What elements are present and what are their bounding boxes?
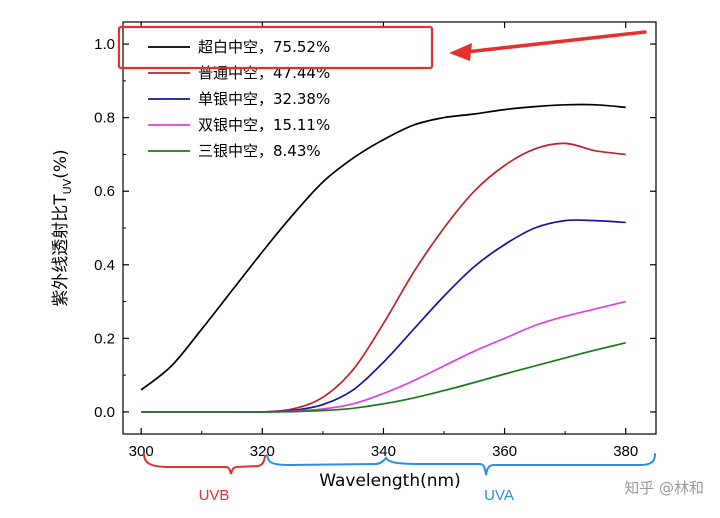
x-tick-label: 360 [492,443,517,460]
y-tick-label: 0.6 [94,183,115,200]
uva-label: UVA [484,487,514,504]
series-line-4 [141,300,626,413]
series-line-2 [141,142,626,413]
series-line-3 [141,219,626,413]
series-lines [140,103,626,413]
series-line-5 [141,341,626,413]
y-tick-label: 0.0 [94,404,115,421]
highlight-arrowhead [449,43,472,61]
y-tick-label: 0.8 [94,110,115,127]
highlight-box [117,25,434,70]
uvb-label: UVB [199,487,230,504]
y-axis-title-sub: UV [61,178,74,194]
legend-label: 双银中空，15.11% [198,116,330,134]
y-tick-label: 0.4 [94,257,115,274]
uvb-brace [143,453,266,475]
x-tick-label: 340 [371,443,396,460]
y-tick-label: 0.2 [94,330,115,347]
y-axis: 0.0 0.2 0.4 0.6 0.8 1.0 [94,36,656,421]
y-axis-title-unit: (%) [51,149,71,178]
legend-label: 普通中空，47.44% [198,64,330,82]
y-axis-title-main: 紫外线透射比T [51,194,71,307]
x-tick-label: 380 [613,443,638,460]
legend: 超白中空，75.52% 普通中空，47.44% 单银中空，32.38% 双银中空，15… [148,38,330,160]
watermark: 知乎 @林和 [624,479,704,497]
legend-label: 单银中空，32.38% [198,90,330,108]
series-line-1 [140,103,626,391]
x-tick-label: 320 [250,443,275,460]
highlight-arrow [464,30,647,54]
legend-label: 三银中空，8.43% [198,142,321,160]
x-axis-title: Wavelength(nm) [319,471,460,491]
x-axis: 300 320 340 360 380 [129,22,638,460]
y-axis-title: 紫外线透射比TUV(%) [51,149,74,306]
legend-label: 超白中空，75.52% [198,38,330,56]
y-tick-label: 1.0 [94,36,115,53]
plot-frame [122,21,657,435]
x-tick-label: 300 [129,443,154,460]
uva-brace [266,453,656,476]
